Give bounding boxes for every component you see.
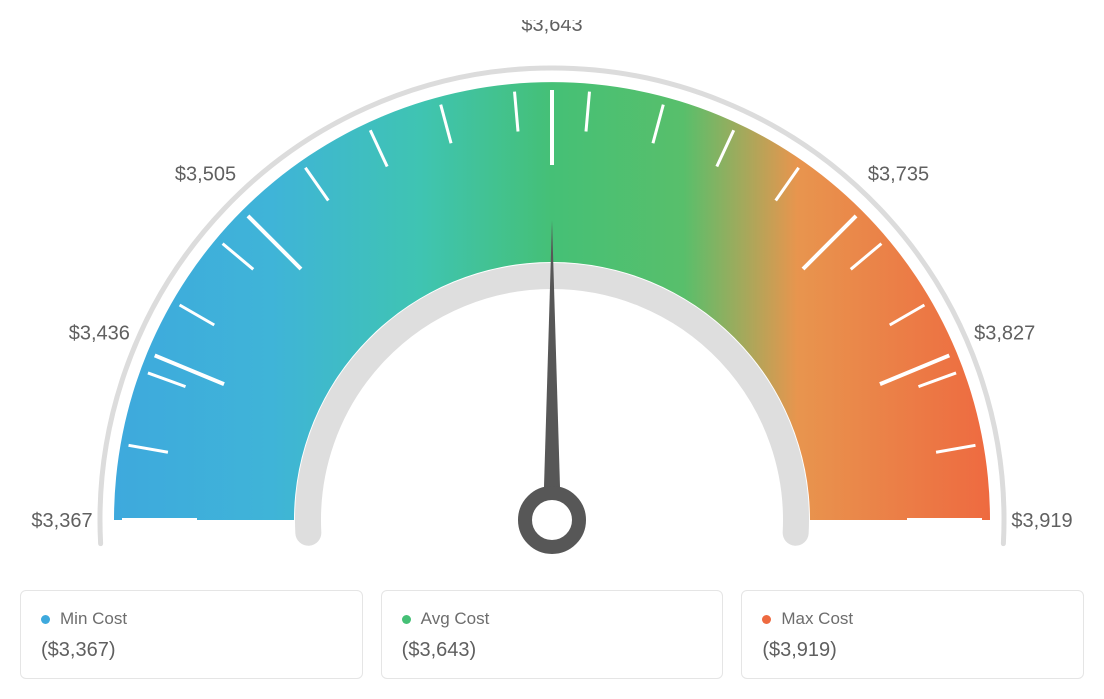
min-cost-card: Min Cost ($3,367) <box>20 590 363 679</box>
svg-text:$3,919: $3,919 <box>1011 510 1072 532</box>
svg-text:$3,367: $3,367 <box>31 510 92 532</box>
max-cost-value: ($3,919) <box>762 639 1063 662</box>
svg-text:$3,643: $3,643 <box>521 20 582 36</box>
summary-cards: Min Cost ($3,367) Avg Cost ($3,643) Max … <box>20 590 1084 679</box>
avg-cost-value: ($3,643) <box>402 639 703 662</box>
svg-text:$3,436: $3,436 <box>69 322 130 344</box>
dot-icon <box>762 615 771 624</box>
min-cost-title: Min Cost <box>41 609 342 629</box>
min-cost-value: ($3,367) <box>41 639 342 662</box>
svg-text:$3,735: $3,735 <box>868 164 929 186</box>
avg-cost-title: Avg Cost <box>402 609 703 629</box>
max-cost-card: Max Cost ($3,919) <box>741 590 1084 679</box>
avg-cost-label: Avg Cost <box>421 609 490 629</box>
cost-gauge: $3,367 $3,436 $3,505 $3,643 $3,735 $3,827 $3,9… <box>20 20 1084 580</box>
svg-text:$3,827: $3,827 <box>974 322 1035 344</box>
min-cost-label: Min Cost <box>60 609 127 629</box>
dot-icon <box>41 615 50 624</box>
dot-icon <box>402 615 411 624</box>
max-cost-title: Max Cost <box>762 609 1063 629</box>
avg-cost-card: Avg Cost ($3,643) <box>381 590 724 679</box>
max-cost-label: Max Cost <box>781 609 853 629</box>
svg-text:$3,505: $3,505 <box>175 164 236 186</box>
